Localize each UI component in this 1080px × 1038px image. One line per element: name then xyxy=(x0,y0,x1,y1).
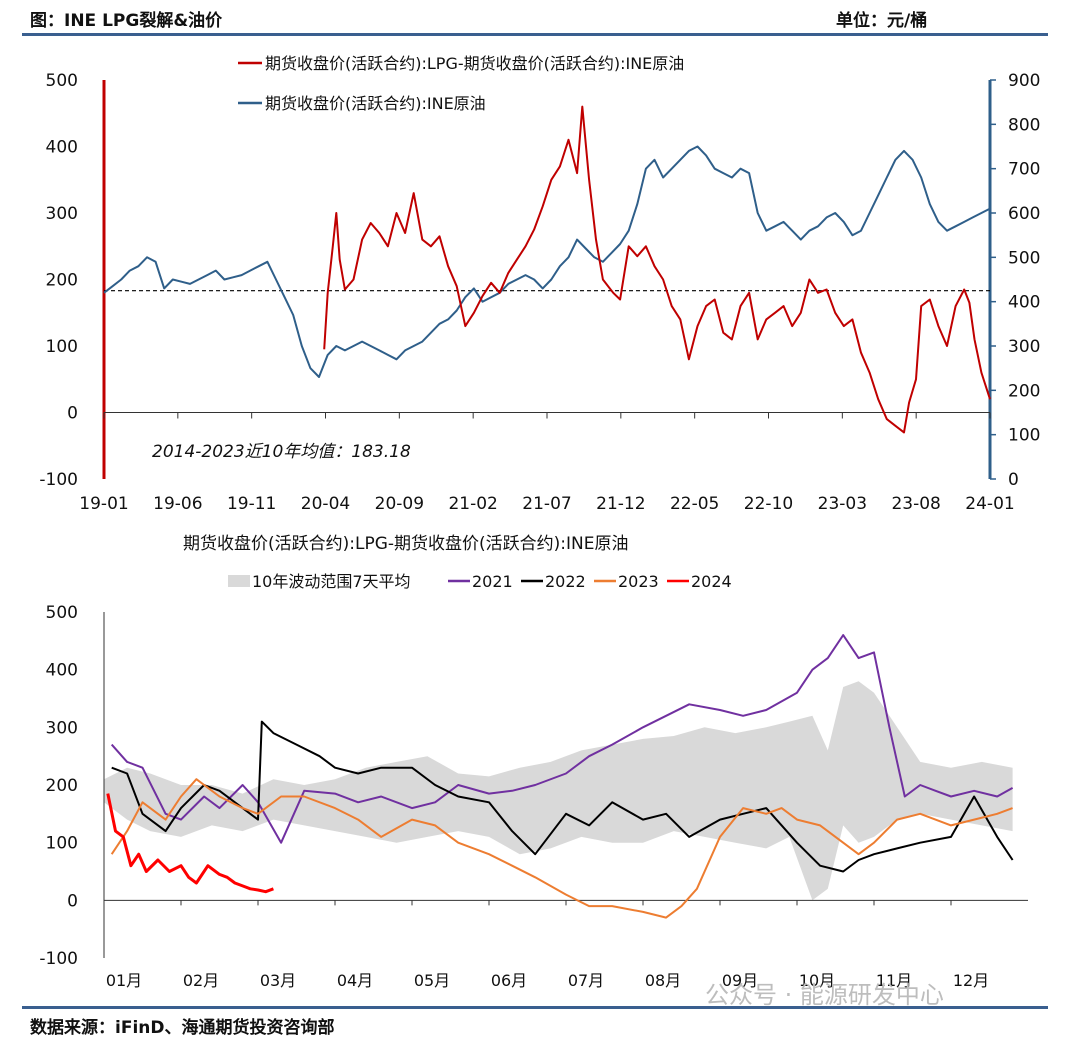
x-tick-label: 21-02 xyxy=(448,494,497,514)
legend-swatch-band xyxy=(228,575,250,587)
x-tick-label: 20-04 xyxy=(301,494,350,514)
right-tick-label: 400 xyxy=(1008,293,1040,313)
header: 图：INE LPG裂解&油价 单位：元/桶 xyxy=(0,0,1080,36)
left-tick-label: 200 xyxy=(46,271,78,291)
mean-annotation: 2014-2023近10年均值：183.18 xyxy=(152,442,411,462)
legend-label-2023: 2023 xyxy=(618,572,659,591)
series-ine-crude xyxy=(103,145,991,378)
y-tick-label: -100 xyxy=(39,949,78,969)
legend-label-lpg: 期货收盘价(活跃合约):LPG-期货收盘价(活跃合约):INE原油 xyxy=(265,54,684,73)
bottom-rule xyxy=(22,1006,1048,1009)
x-tick-label: 23-03 xyxy=(818,494,867,514)
right-tick-label: 500 xyxy=(1008,248,1040,268)
left-tick-label: 100 xyxy=(46,337,78,357)
legend-label-band: 10年波动范围7天平均 xyxy=(252,572,411,591)
x-tick-label: 05月 xyxy=(414,971,450,990)
x-tick-label: 04月 xyxy=(337,971,373,990)
x-tick-label: 11月 xyxy=(876,971,912,990)
series-2024 xyxy=(106,793,274,894)
legend-label-2024: 2024 xyxy=(691,572,732,591)
x-tick-label: 23-08 xyxy=(891,494,940,514)
legend-label-2021: 2021 xyxy=(472,572,513,591)
chart-top: 500 400 300 200 100 0 -100 900 800 700 600 500 400 30… xyxy=(39,54,1040,514)
left-tick-label: -100 xyxy=(39,470,78,490)
figure-title: 图：INE LPG裂解&油价 xyxy=(30,11,223,31)
right-tick-label: 900 xyxy=(1008,71,1040,91)
y-tick-label: 200 xyxy=(46,776,78,796)
unit-label: 单位：元/桶 xyxy=(836,11,928,31)
series-lpg-crack xyxy=(323,105,991,434)
x-tick-label: 01月 xyxy=(106,971,142,990)
top-rule xyxy=(22,33,1048,36)
x-tick-label: 21-07 xyxy=(522,494,571,514)
right-tick-label: 200 xyxy=(1008,381,1040,401)
series-2023 xyxy=(110,778,1013,919)
x-tick-label: 19-11 xyxy=(227,494,276,514)
y-tick-label: 0 xyxy=(67,891,78,911)
chart2-title: 期货收盘价(活跃合约):LPG-期货收盘价(活跃合约):INE原油 xyxy=(183,534,629,554)
legend-label-2022: 2022 xyxy=(545,572,586,591)
x-tick-label: 07月 xyxy=(568,971,604,990)
x-tick-label: 24-01 xyxy=(965,494,1014,514)
y-tick-label: 400 xyxy=(46,661,78,681)
left-tick-label: 400 xyxy=(46,138,78,158)
x-tick-label: 20-09 xyxy=(375,494,424,514)
x-tick-label: 12月 xyxy=(953,971,989,990)
chart1-marks: 500 400 300 200 100 0 -100 900 800 700 600 500 400 30… xyxy=(39,54,1040,514)
x-tick-label: 03月 xyxy=(260,971,296,990)
x-tick-label: 09月 xyxy=(722,971,758,990)
x-tick-label: 19-06 xyxy=(153,494,202,514)
band-10yr-range xyxy=(104,681,1013,901)
x-tick-label: 19-01 xyxy=(79,494,128,514)
x-tick-label: 22-10 xyxy=(744,494,793,514)
watermark: 公众号 · 能源研发中心 xyxy=(705,981,944,1009)
x-tick-label: 21-12 xyxy=(596,494,645,514)
left-tick-label: 300 xyxy=(46,204,78,224)
x-tick-label: 02月 xyxy=(183,971,219,990)
right-tick-label: 100 xyxy=(1008,426,1040,446)
right-tick-label: 600 xyxy=(1008,204,1040,224)
x-tick-label: 22-05 xyxy=(670,494,719,514)
right-tick-label: 0 xyxy=(1008,470,1019,490)
x-tick-label: 08月 xyxy=(645,971,681,990)
x-tick-label: 06月 xyxy=(491,971,527,990)
chart-bottom: 期货收盘价(活跃合约):LPG-期货收盘价(活跃合约):INE原油 500 400 3… xyxy=(39,534,1028,990)
x-tick-label: 10月 xyxy=(799,971,835,990)
legend-label-ine: 期货收盘价(活跃合约):INE原油 xyxy=(265,94,486,113)
y-tick-label: 500 xyxy=(46,603,78,623)
data-source: 数据来源：iFinD、海通期货投资咨询部 xyxy=(30,1018,335,1038)
left-tick-label: 500 xyxy=(46,71,78,91)
series-2021 xyxy=(110,634,1014,844)
y-tick-label: 100 xyxy=(46,834,78,854)
right-tick-label: 700 xyxy=(1008,160,1040,180)
y-tick-label: 300 xyxy=(46,718,78,738)
right-tick-label: 300 xyxy=(1008,337,1040,357)
right-tick-label: 800 xyxy=(1008,115,1040,135)
left-tick-label: 0 xyxy=(67,404,78,424)
chart2-marks: 期货收盘价(活跃合约):LPG-期货收盘价(活跃合约):INE原油 500 400 3… xyxy=(39,534,1028,990)
